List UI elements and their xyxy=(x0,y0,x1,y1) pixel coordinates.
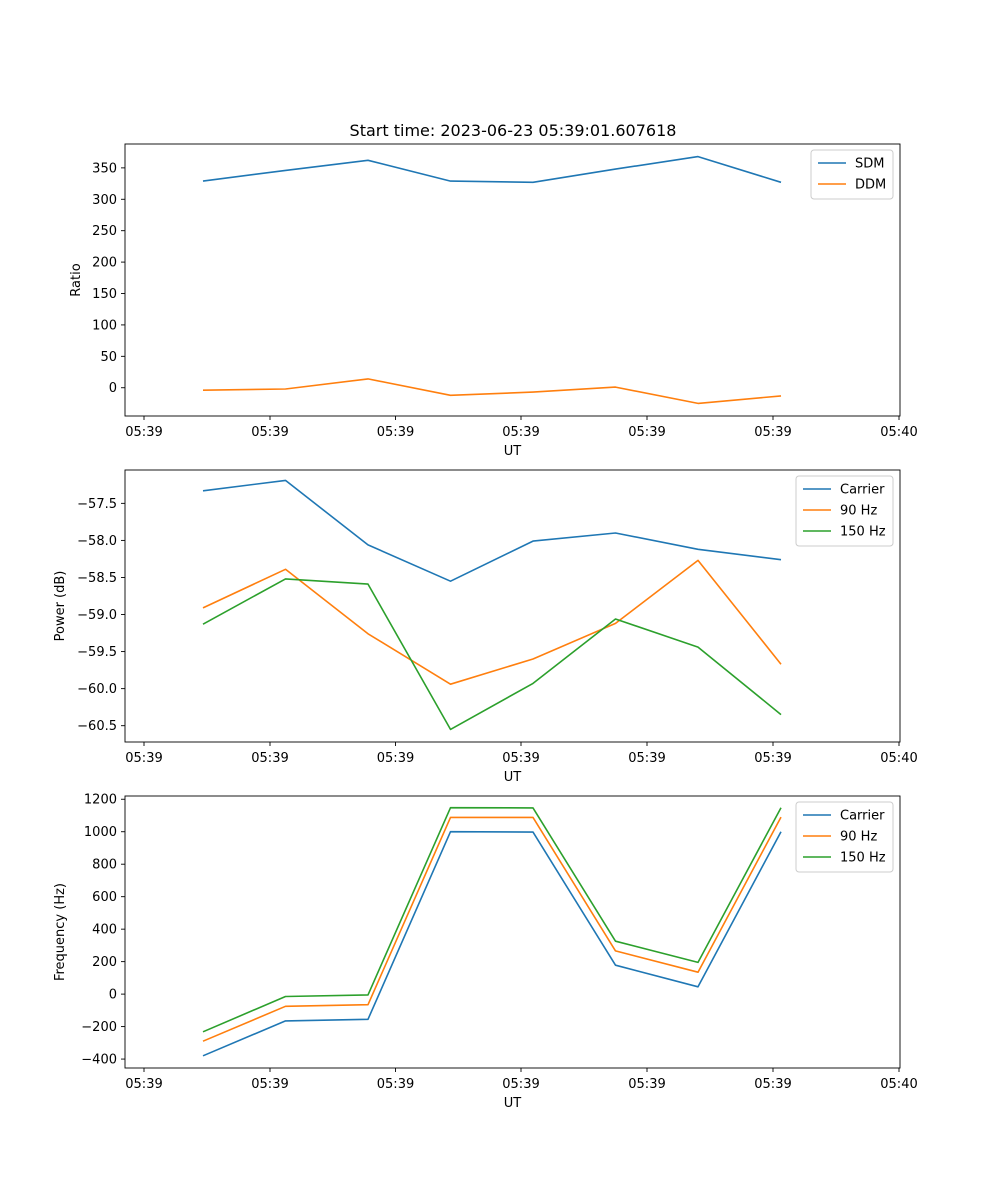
series-line-carrier xyxy=(202,479,782,583)
x-tick-label: 05:39 xyxy=(125,425,162,440)
y-tick-label: 0 xyxy=(109,988,117,1003)
series-line-90-hz xyxy=(202,816,782,1042)
legend-label: 90 Hz xyxy=(840,504,877,519)
y-tick-label: 350 xyxy=(92,161,117,176)
y-tick-label: 100 xyxy=(92,318,117,333)
x-tick-label: 05:39 xyxy=(628,751,665,766)
legend-label: SDM xyxy=(855,157,884,172)
y-axis-label: Ratio xyxy=(69,263,84,296)
legend-box xyxy=(795,475,894,547)
series-line-sdm xyxy=(202,155,782,184)
y-axis-label: Frequency (Hz) xyxy=(53,883,68,981)
legend-label: Carrier xyxy=(840,809,885,824)
x-tick-label: 05:39 xyxy=(754,425,791,440)
y-tick-label: −57.5 xyxy=(77,497,117,512)
series-line-carrier xyxy=(202,830,782,1057)
x-tick-label: 05:39 xyxy=(377,425,414,440)
x-tick-label: 05:40 xyxy=(880,1077,917,1092)
x-tick-label: 05:39 xyxy=(125,1077,162,1092)
x-tick-label: 05:39 xyxy=(754,751,791,766)
chart-panel-3: 05:39 05:39 05:39 05:39 05:39 05:39 05:40 −400 −… xyxy=(53,793,918,1111)
x-tick-label: 05:39 xyxy=(125,751,162,766)
series-line-150-hz xyxy=(202,578,782,731)
series-line-ddm xyxy=(202,378,782,405)
figure-title: Start time: 2023-06-23 05:39:01.607618 xyxy=(350,121,677,140)
y-tick-label: 800 xyxy=(92,858,117,873)
chart-panel-1: 05:39 05:39 05:39 05:39 05:39 05:39 05:40 0 50 10… xyxy=(69,143,918,459)
axes-frame xyxy=(124,795,901,1069)
x-tick-label: 05:39 xyxy=(251,751,288,766)
y-tick-label: 400 xyxy=(92,923,117,938)
x-tick-label: 05:39 xyxy=(377,1077,414,1092)
axes-frame xyxy=(124,469,901,743)
x-tick-label: 05:39 xyxy=(502,751,539,766)
y-tick-label: 200 xyxy=(92,256,117,271)
y-tick-label: 150 xyxy=(92,287,117,302)
x-tick-label: 05:40 xyxy=(880,751,917,766)
axes-frame xyxy=(124,143,901,417)
x-tick-label: 05:39 xyxy=(628,425,665,440)
legend-label: 150 Hz xyxy=(840,525,886,540)
x-tick-label: 05:39 xyxy=(502,425,539,440)
y-tick-label: 300 xyxy=(92,193,117,208)
x-tick-label: 05:39 xyxy=(754,1077,791,1092)
y-tick-label: −58.5 xyxy=(77,571,117,586)
legend-label: Carrier xyxy=(840,483,885,498)
x-tick-label: 05:39 xyxy=(628,1077,665,1092)
y-tick-label: 200 xyxy=(92,955,117,970)
y-tick-label: −59.0 xyxy=(77,608,117,623)
plots-container: 05:39 05:39 05:39 05:39 05:39 05:39 05:40 0 50 10… xyxy=(53,143,918,1111)
legend-label: 90 Hz xyxy=(840,830,877,845)
chart-panel-2: 05:39 05:39 05:39 05:39 05:39 05:39 05:40 −57.5… xyxy=(53,469,918,785)
legend: Carrier 90 Hz 150 Hz xyxy=(795,801,894,873)
y-tick-label: 50 xyxy=(100,350,117,365)
x-axis-label: UT xyxy=(504,444,522,459)
y-tick-label: −58.0 xyxy=(77,534,117,549)
series-line-150-hz xyxy=(202,806,782,1033)
x-axis-label: UT xyxy=(504,770,522,785)
y-tick-label: 1000 xyxy=(84,825,117,840)
y-tick-label: 600 xyxy=(92,890,117,905)
y-tick-label: −400 xyxy=(81,1053,117,1068)
legend-label: 150 Hz xyxy=(840,851,886,866)
y-tick-label: −200 xyxy=(81,1020,117,1035)
x-tick-label: 05:40 xyxy=(880,425,917,440)
x-tick-label: 05:39 xyxy=(377,751,414,766)
y-tick-label: 1200 xyxy=(84,793,117,808)
x-tick-label: 05:39 xyxy=(251,425,288,440)
y-axis-label: Power (dB) xyxy=(53,571,68,642)
legend-box xyxy=(795,801,894,873)
y-tick-label: 0 xyxy=(109,381,117,396)
legend: SDM DDM xyxy=(810,149,894,200)
y-tick-label: −60.5 xyxy=(77,719,117,734)
legend: Carrier 90 Hz 150 Hz xyxy=(795,475,894,547)
x-tick-label: 05:39 xyxy=(502,1077,539,1092)
x-axis-label: UT xyxy=(504,1096,522,1111)
y-tick-label: −59.5 xyxy=(77,645,117,660)
y-tick-label: −60.0 xyxy=(77,682,117,697)
legend-label: DDM xyxy=(855,178,886,193)
x-tick-label: 05:39 xyxy=(251,1077,288,1092)
y-tick-label: 250 xyxy=(92,224,117,239)
